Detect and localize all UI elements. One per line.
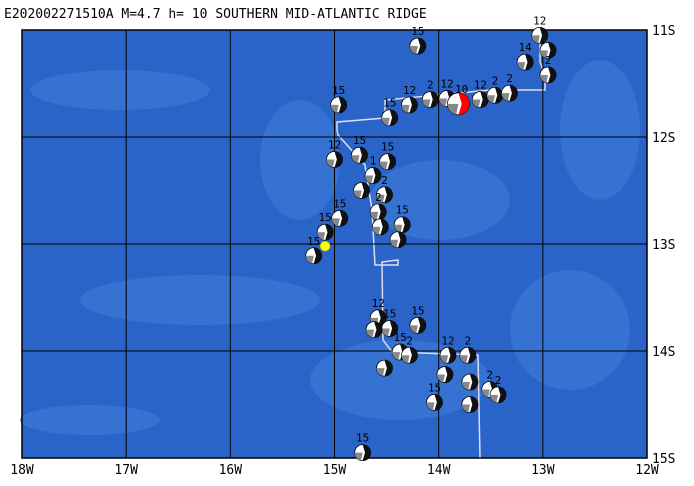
beachball (364, 167, 382, 184)
event-label: 15 (394, 331, 407, 344)
event-label: 2 (495, 374, 502, 387)
beachball (393, 216, 411, 234)
event-label: 15 (307, 235, 320, 248)
event-label: 15 (332, 84, 345, 97)
lat-label: 12S (652, 131, 675, 146)
beachball (516, 53, 534, 71)
event-label: 2 (492, 74, 499, 87)
beachball (326, 151, 343, 168)
beachball (381, 109, 399, 127)
event-label: 12 (474, 79, 487, 92)
beachball (539, 66, 557, 84)
event-label: 1 (370, 155, 377, 168)
beachball (305, 247, 323, 265)
event-label: 2 (545, 54, 552, 67)
beachball (501, 84, 518, 102)
beachball (439, 346, 457, 364)
beachball (489, 386, 507, 404)
beachball (354, 444, 372, 462)
event-label: 2 (406, 334, 413, 347)
lon-label: 17W (114, 463, 138, 478)
event-label: 12 (372, 297, 385, 310)
lon-label: 18W (10, 463, 34, 478)
event-label: 15 (319, 211, 332, 224)
event-label: 2 (506, 72, 513, 85)
event-label: 12 (403, 84, 416, 97)
lon-label: 16W (219, 463, 243, 478)
lat-label: 11S (652, 24, 675, 39)
event-label: 2 (381, 174, 388, 187)
beachball (409, 316, 427, 334)
lon-label: 14W (427, 463, 451, 478)
event-label: 15 (356, 432, 369, 445)
beachball (330, 96, 348, 114)
event-label: 2 (465, 334, 472, 347)
beachball (421, 91, 439, 108)
event-label: 15 (396, 204, 409, 217)
lon-label: 13W (531, 463, 555, 478)
title: E202002271510A M=4.7 h= 10 SOUTHERN MID-… (4, 7, 427, 22)
bathymetry (20, 60, 640, 435)
event-label: 12 (440, 77, 453, 90)
event-label: 12 (533, 14, 546, 27)
beachball (379, 153, 397, 171)
beachball (316, 223, 334, 241)
event-label: 2 (486, 369, 493, 382)
beachball (389, 231, 407, 249)
event-label: 15 (383, 308, 396, 321)
beachball (409, 37, 427, 55)
beachball (353, 182, 370, 199)
beachball (401, 346, 418, 364)
beachball (369, 203, 387, 221)
beachball (447, 92, 470, 116)
event-label: 15 (411, 304, 424, 317)
beachball (461, 396, 479, 413)
event-label: 14 (519, 41, 533, 54)
beachball (459, 346, 477, 364)
event-label: 15 (383, 97, 396, 110)
event-label: 15 (428, 381, 441, 394)
event-label: 15 (353, 134, 366, 147)
lat-label: 14S (652, 345, 675, 360)
frame (21, 29, 648, 459)
lon-label: 12W (635, 463, 659, 478)
beachball (331, 209, 349, 227)
event-label: 15 (411, 25, 424, 38)
beachball (539, 41, 557, 59)
beachball (376, 359, 393, 377)
beachball (381, 320, 399, 337)
event-label: 12 (328, 138, 341, 151)
event-label: 15 (333, 197, 346, 210)
lat-label: 13S (652, 238, 675, 253)
beachball (426, 393, 443, 411)
beachball (461, 373, 479, 391)
event-label: 15 (381, 141, 394, 154)
beachball (531, 26, 549, 44)
event-label: 2 (375, 191, 382, 204)
beachball (371, 218, 389, 236)
lat-label: 15S (652, 452, 675, 467)
event-label: 2 (427, 79, 434, 92)
beachball (351, 146, 368, 164)
beachball (486, 86, 504, 104)
beachball (376, 186, 393, 204)
station (319, 240, 331, 252)
lon-label: 15W (323, 463, 347, 478)
beachball (436, 366, 454, 383)
beachball (401, 96, 418, 114)
event-label: 12 (441, 334, 454, 347)
beachball (365, 321, 383, 339)
beachball (471, 91, 489, 108)
